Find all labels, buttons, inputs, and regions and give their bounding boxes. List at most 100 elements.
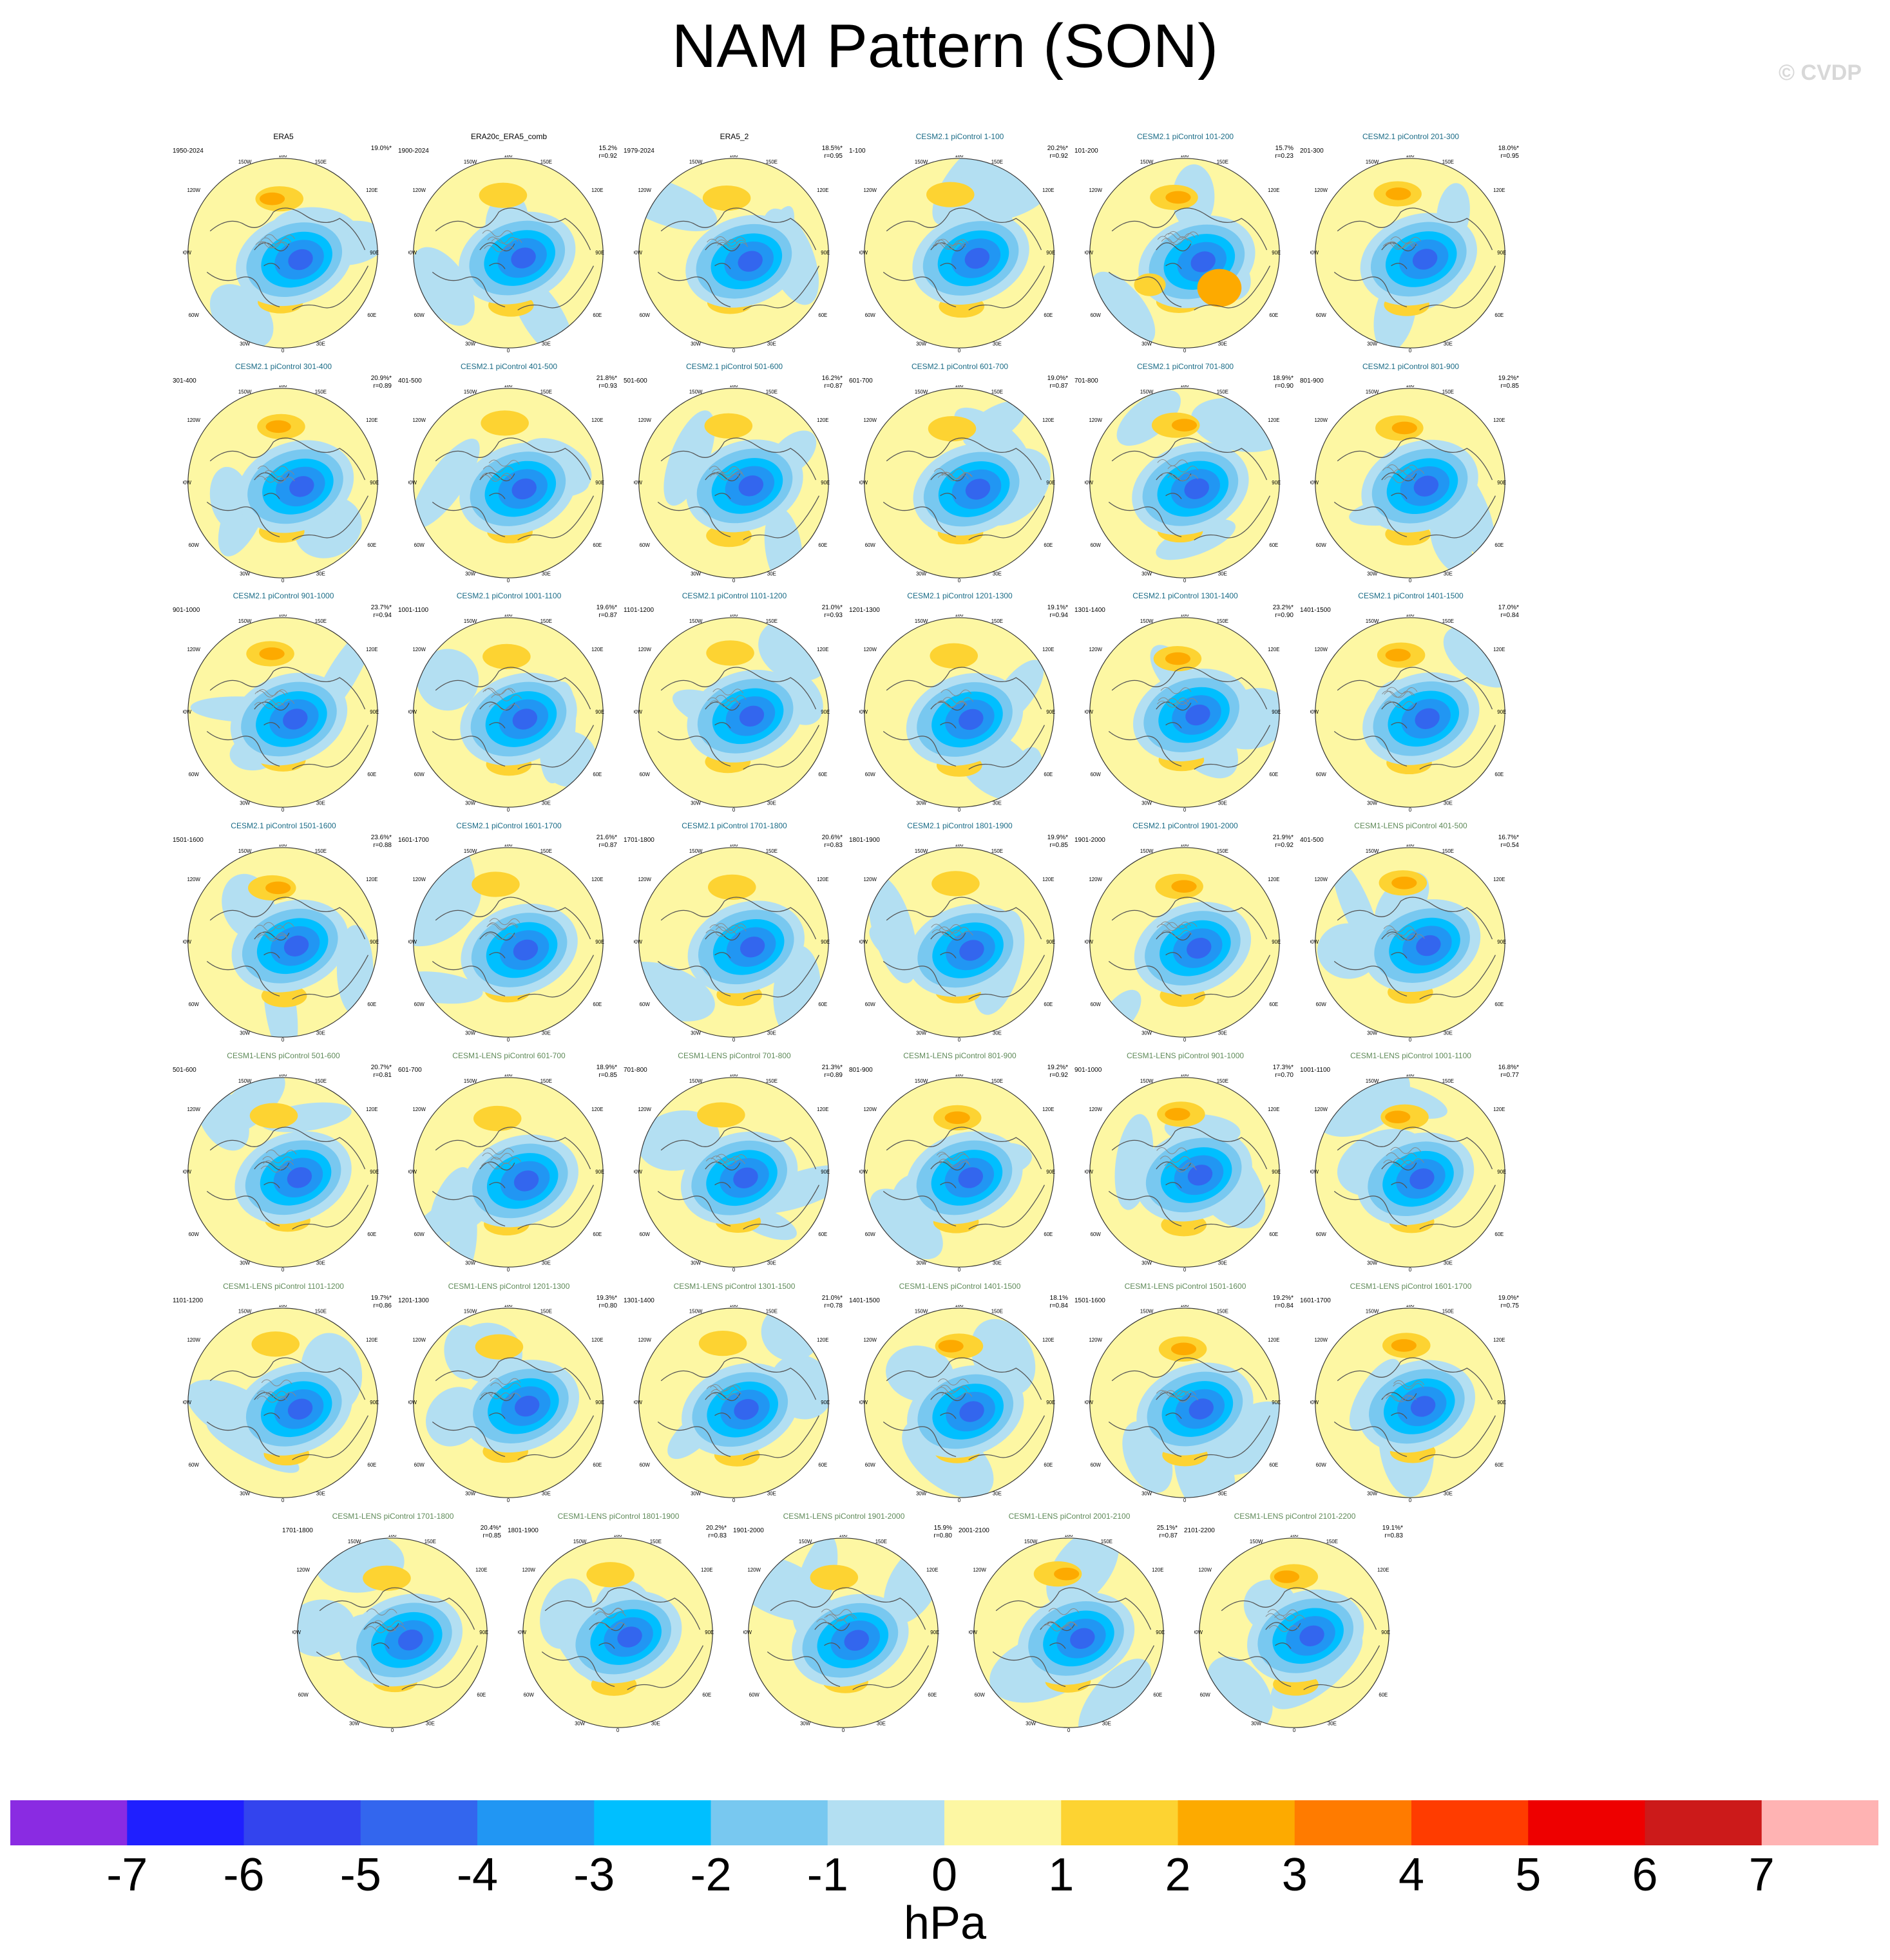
lon-label: 120E — [817, 417, 828, 423]
lon-label: 90E — [1272, 250, 1281, 256]
polar-map: 180 150W 150E 120W 120E 90W 90E 60W 60E 30W 30E 0 — [408, 155, 604, 354]
panel-title: CESM1-LENS piControl 1201-1300 — [448, 1282, 570, 1291]
lon-label: 90E — [370, 250, 379, 256]
panel-period: 501-600 — [624, 377, 647, 385]
lon-label: 120W — [412, 417, 426, 423]
panel-title: CESM2.1 piControl 1101-1200 — [682, 591, 787, 600]
lon-label: 30E — [1444, 1490, 1453, 1496]
lon-label: 90E — [1272, 709, 1281, 715]
panel-title: CESM2.1 piControl 201-300 — [1362, 132, 1460, 141]
lon-label: 30E — [993, 800, 1002, 806]
panel-period: 1501-1600 — [1074, 1297, 1105, 1304]
lon-label: 60W — [189, 1002, 200, 1007]
lon-label: 30E — [993, 571, 1002, 576]
lon-label: 60W — [865, 772, 876, 777]
lon-label: 90W — [634, 939, 643, 945]
polar-map: 180 150W 150E 120W 120E 90W 90E 60W 60E 30W 30E 0 — [183, 385, 379, 584]
polar-map: 180 150W 150E 120W 120E 90W 90E 60W 60E 30W 30E 0 — [1310, 614, 1506, 813]
panel-period: 1901-2000 — [733, 1527, 764, 1534]
panel-variance-explained: 21.3%* — [821, 1064, 843, 1071]
map-panel: CESM2.1 piControl 1201-1300 1201-1300 19.1… — [846, 591, 1073, 823]
lon-label: 150W — [1140, 618, 1154, 624]
lon-label: 120W — [1089, 647, 1102, 652]
polar-map: 180 150W 150E 120W 120E 90W 90E 60W 60E 30W 30E 0 — [634, 155, 830, 354]
lon-label: 150W — [689, 618, 703, 624]
lon-label: 150E — [540, 848, 552, 854]
panel-variance-explained: 15.7% — [1275, 145, 1293, 152]
colorbar-tick-label: 3 — [1281, 1849, 1308, 1901]
panel-pattern-correlation: r=0.92 — [1049, 153, 1068, 160]
polar-map: 180 150W 150E 120W 120E 90W 90E 60W 60E 30W 30E 0 — [518, 1535, 714, 1733]
lon-label: 30W — [916, 1260, 927, 1266]
lon-label: 150E — [766, 1078, 778, 1084]
map-panel: CESM1-LENS piControl 1801-1900 1801-1900 2… — [505, 1512, 732, 1744]
panel-title: CESM1-LENS piControl 801-900 — [903, 1051, 1017, 1060]
lon-label: 180 — [1180, 385, 1189, 388]
lon-label: 60E — [1494, 772, 1503, 777]
polar-map: 180 150W 150E 120W 120E 90W 90E 60W 60E 30W 30E 0 — [1085, 844, 1281, 1043]
lon-label: 150W — [689, 159, 703, 165]
panel-title: CESM1-LENS piControl 2001-2100 — [1008, 1512, 1131, 1521]
lon-label: 90E — [595, 1169, 604, 1175]
lon-label: 0 — [1183, 578, 1187, 584]
lon-label: 150W — [915, 389, 928, 395]
lon-label: 30E — [316, 341, 325, 347]
lon-label: 90E — [821, 1400, 830, 1405]
lon-label: 120W — [638, 1107, 651, 1112]
lon-label: 150W — [464, 618, 477, 624]
lon-label: 30W — [916, 341, 927, 347]
lon-label: 120E — [817, 1107, 828, 1112]
lon-label: 90W — [1310, 1169, 1319, 1175]
lon-label: 180 — [1406, 844, 1415, 848]
panel-period: 801-900 — [849, 1067, 873, 1074]
lon-label: 120E — [701, 1567, 712, 1573]
panel-pattern-correlation: r=0.70 — [1275, 1072, 1293, 1079]
lon-label: 120E — [1042, 1337, 1054, 1343]
lon-label: 120W — [863, 647, 877, 652]
panel-period: 1950-2024 — [173, 147, 204, 155]
panel-variance-explained: 19.1%* — [1047, 604, 1068, 611]
lon-label: 150W — [915, 618, 928, 624]
lon-label: 60E — [1044, 542, 1053, 548]
panel-title: CESM1-LENS piControl 401-500 — [1354, 821, 1467, 830]
lon-label: 120E — [1152, 1567, 1163, 1573]
lon-label: 0 — [282, 1267, 285, 1273]
lon-label: 0 — [507, 807, 510, 813]
lon-label: 0 — [282, 807, 285, 813]
lon-label: 180 — [278, 1074, 287, 1078]
lon-label: 30W — [1251, 1720, 1262, 1726]
lon-label: 30E — [1444, 571, 1453, 576]
lon-label: 120W — [1198, 1567, 1212, 1573]
polar-map: 180 150W 150E 120W 120E 90W 90E 60W 60E 30W 30E 0 — [183, 155, 379, 354]
lon-label: 90E — [1272, 1169, 1281, 1175]
polar-map: 180 150W 150E 120W 120E 90W 90E 60W 60E 30W 30E 0 — [408, 844, 604, 1043]
lon-label: 150E — [991, 389, 1003, 395]
lon-label: 150W — [1366, 389, 1379, 395]
panel-period: 701-800 — [1074, 377, 1098, 385]
panel-pattern-correlation: r=0.87 — [1159, 1532, 1178, 1539]
panel-pattern-correlation: r=0.81 — [373, 1072, 392, 1079]
lon-label: 120W — [638, 647, 651, 652]
lon-label: 30E — [877, 1720, 886, 1726]
panel-period: 1201-1300 — [849, 607, 880, 614]
lon-label: 60W — [1316, 542, 1327, 548]
lon-label: 150E — [766, 389, 778, 395]
panel-period: 1901-2000 — [1074, 837, 1105, 844]
lon-label: 60E — [367, 1002, 376, 1007]
panel-period: 1900-2024 — [398, 147, 429, 155]
lon-label: 150E — [991, 1309, 1003, 1315]
map-panel: CESM1-LENS piControl 1301-1500 1301-1400 2… — [621, 1282, 848, 1514]
lon-label: 90E — [595, 480, 604, 486]
map-panel: CESM2.1 piControl 1401-1500 1401-1500 17.0… — [1297, 591, 1524, 823]
lon-label: 120W — [973, 1567, 986, 1573]
polar-map: 180 150W 150E 120W 120E 90W 90E 60W 60E 30W 30E 0 — [859, 385, 1055, 584]
map-panel: CESM1-LENS piControl 801-900 801-900 19.2%… — [846, 1051, 1073, 1283]
lon-label: 30E — [993, 1260, 1002, 1266]
lon-label: 120W — [296, 1567, 310, 1573]
lon-label: 60E — [1494, 542, 1503, 548]
polar-map: 180 150W 150E 120W 120E 90W 90E 60W 60E 30W 30E 0 — [1310, 1305, 1506, 1503]
lon-label: 30E — [316, 1260, 325, 1266]
lon-label: 180 — [955, 614, 964, 618]
lon-label: 0 — [1183, 1037, 1187, 1043]
panel-pattern-correlation: r=0.88 — [373, 842, 392, 849]
